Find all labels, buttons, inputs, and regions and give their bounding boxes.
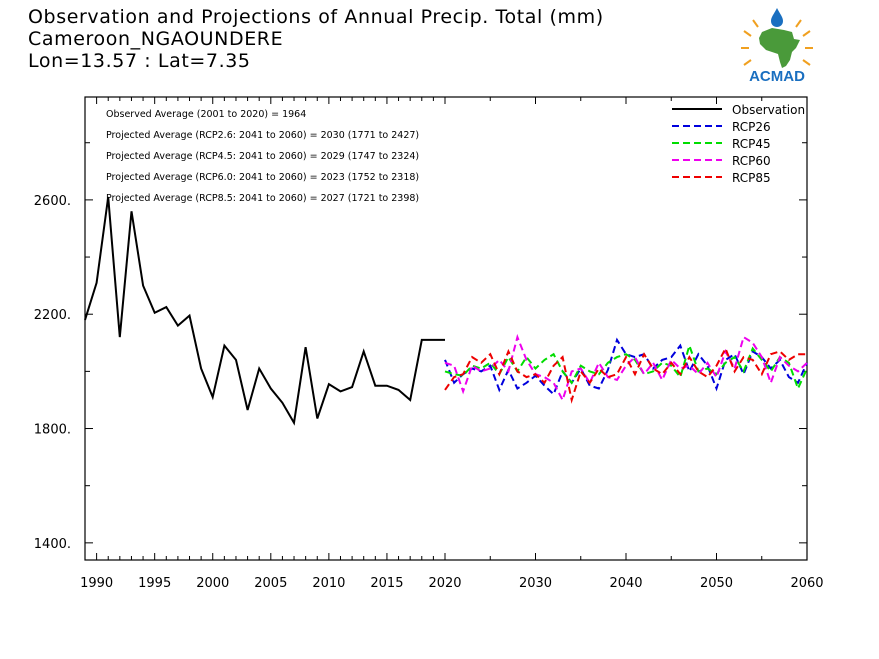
- y-tick-label: 2600.: [34, 194, 71, 209]
- legend-label: RCP60: [732, 154, 771, 168]
- x-tick-label: 2000: [196, 576, 229, 591]
- annotation-text: Projected Average (RCP2.6: 2041 to 2060)…: [106, 130, 419, 141]
- x-tick-label: 2010: [312, 576, 345, 591]
- x-tick-label: 1995: [138, 576, 171, 591]
- africa-map-logo: ACMAD: [741, 8, 813, 84]
- annotation-text: Projected Average (RCP4.5: 2041 to 2060)…: [106, 151, 419, 162]
- y-tick-label: 1800.: [34, 423, 71, 438]
- series-line-rcp45: [444, 342, 808, 392]
- location-coords: Lon=13.57 : Lat=7.35: [28, 50, 251, 72]
- chart-title: Observation and Projections of Annual Pr…: [28, 6, 604, 28]
- annotation-text: Projected Average (RCP8.5: 2041 to 2060)…: [106, 193, 419, 204]
- series-line-observation: [84, 196, 445, 426]
- location-name: Cameroon_NGAOUNDERE: [28, 28, 284, 50]
- logo-text: ACMAD: [749, 68, 805, 84]
- series-line-rcp26: [444, 337, 808, 396]
- chart-legend: Observation RCP26 RCP45 RCP60 RCP85: [672, 103, 805, 185]
- annotation-text: Observed Average (2001 to 2020) = 1964: [106, 109, 306, 120]
- chart-title-block: Observation and Projections of Annual Pr…: [28, 6, 604, 72]
- x-tick-label: 2005: [254, 576, 287, 591]
- africa-shape-icon: [759, 28, 800, 68]
- legend-label: Observation: [732, 103, 805, 117]
- x-tick-label: 2060: [790, 576, 823, 591]
- sun-rays-icon: [741, 19, 813, 66]
- series-line-rcp85: [444, 346, 807, 404]
- x-tick-label: 2050: [700, 576, 733, 591]
- x-tick-label: 2020: [428, 576, 461, 591]
- x-tick-label: 1990: [80, 576, 113, 591]
- chart-ticks: 1400. 1800. 2200. 2600. 1990 1995 2000 2005 2010…: [34, 97, 824, 591]
- y-tick-label: 2200.: [34, 308, 71, 323]
- chart-annotations: Observed Average (2001 to 2020) = 1964 Pr…: [106, 109, 419, 204]
- x-tick-label: 2015: [370, 576, 403, 591]
- legend-label: RCP85: [732, 171, 771, 185]
- plot-frame: [84, 96, 808, 561]
- annotation-text: Projected Average (RCP6.0: 2041 to 2060)…: [106, 172, 419, 183]
- x-tick-label: 2030: [519, 576, 552, 591]
- chart-series: [84, 196, 808, 426]
- series-line-rcp60: [444, 333, 808, 403]
- x-tick-label: 2040: [609, 576, 642, 591]
- y-tick-label: 1400.: [34, 537, 71, 552]
- chart-axes: [84, 96, 808, 561]
- legend-label: RCP26: [732, 120, 771, 134]
- legend-label: RCP45: [732, 137, 771, 151]
- water-drop-icon: [771, 8, 783, 27]
